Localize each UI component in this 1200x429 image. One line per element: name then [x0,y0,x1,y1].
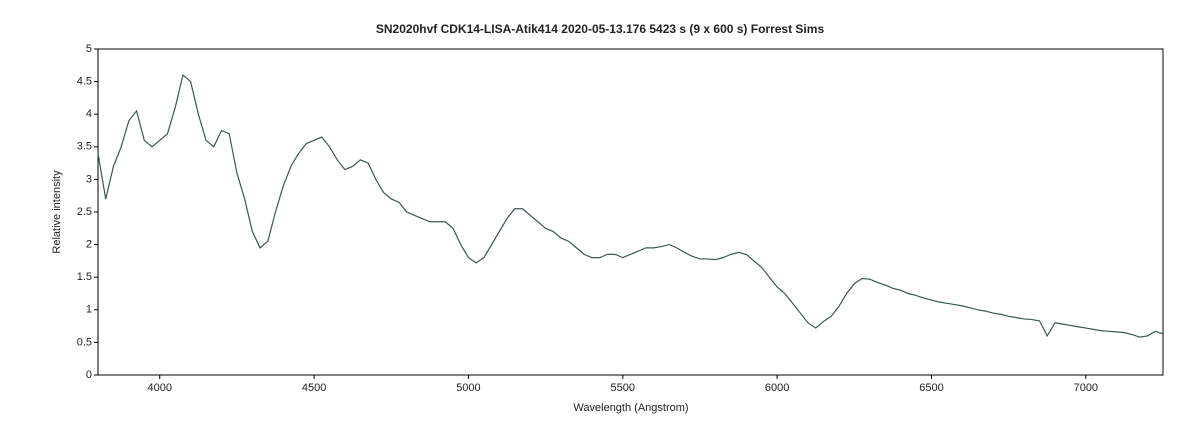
y-tick-label: 2 [86,239,92,251]
y-tick-label: 1 [86,304,92,316]
y-tick-label: 4.5 [77,76,92,88]
y-tick-label: 5 [86,43,92,55]
x-tick-label: 6500 [919,382,943,394]
y-tick-label: 0 [86,369,92,381]
y-tick-label: 1.5 [77,271,92,283]
y-tick-label: 0.5 [77,336,92,348]
x-tick-label: 5000 [456,382,480,394]
spectrum-line [97,73,1164,338]
plot-frame [97,48,1164,376]
y-tick-label: 2.5 [77,206,92,218]
x-tick-label: 5500 [611,382,635,394]
y-tick-label: 3.5 [77,141,92,153]
x-tick-label: 4000 [147,382,171,394]
x-tick-label: 6000 [765,382,789,394]
x-axis-label: Wavelength (Angstrom) [573,402,688,414]
x-tick-label: 4500 [302,382,326,394]
y-tick-label: 3 [86,173,92,185]
y-tick-label: 4 [86,108,92,120]
chart-title: SN2020hvf CDK14-LISA-Atik414 2020-05-13.… [376,22,825,36]
x-tick-label: 7000 [1074,382,1098,394]
y-axis-label: Relative intensity [51,170,63,254]
